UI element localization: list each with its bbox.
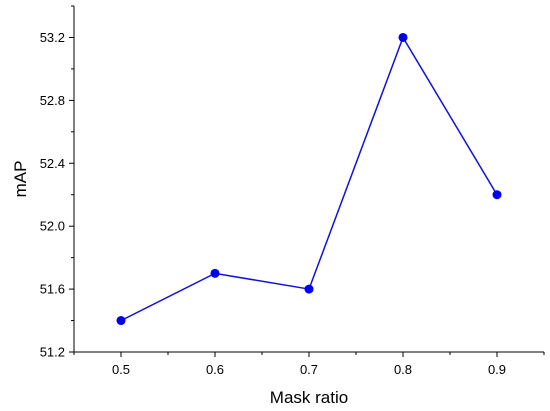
y-axis-title: mAP bbox=[11, 161, 30, 198]
x-tick-label: 0.6 bbox=[206, 362, 224, 377]
y-tick-label: 53.2 bbox=[40, 30, 65, 45]
y-tick-label: 52.4 bbox=[40, 156, 65, 171]
data-point bbox=[492, 190, 502, 200]
x-tick-label: 0.7 bbox=[300, 362, 318, 377]
data-point bbox=[116, 316, 126, 326]
y-tick-label: 52.8 bbox=[40, 93, 65, 108]
series bbox=[116, 32, 502, 326]
x-tick-label: 0.8 bbox=[394, 362, 412, 377]
y-tick-label: 52.0 bbox=[40, 219, 65, 234]
data-point bbox=[304, 284, 314, 294]
x-tick-label: 0.9 bbox=[488, 362, 506, 377]
y-tick-label: 51.2 bbox=[40, 345, 65, 360]
x-axis-title: Mask ratio bbox=[270, 388, 348, 407]
ticks: 51.2 51.6 52.0 52.4 52.8 53.2 0.5 0.6 0.7 0.8 0.9 bbox=[40, 5, 545, 377]
x-tick-label: 0.5 bbox=[112, 362, 130, 377]
y-tick-label: 51.6 bbox=[40, 282, 65, 297]
data-point bbox=[210, 268, 220, 278]
axes bbox=[73, 6, 544, 353]
data-point bbox=[398, 32, 408, 42]
series-line bbox=[120, 35, 498, 322]
